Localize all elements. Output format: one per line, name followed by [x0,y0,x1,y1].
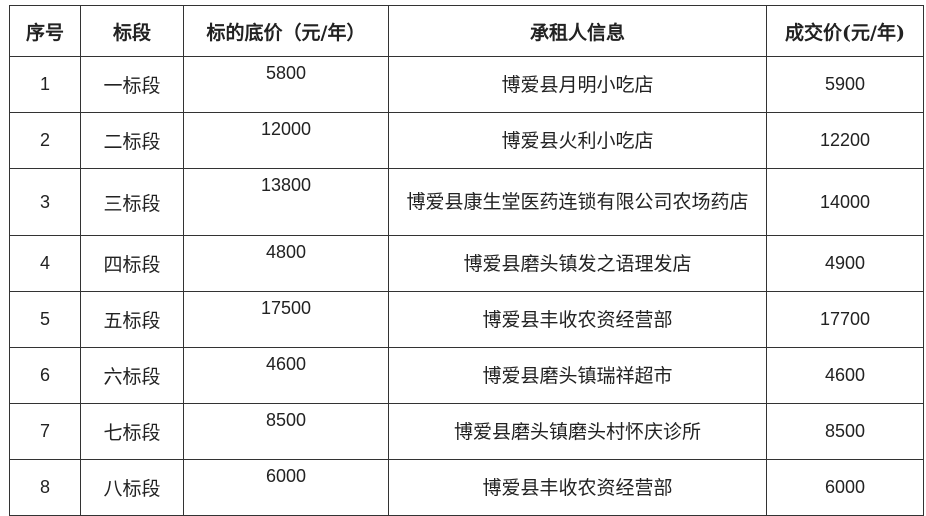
lessee-cell: 博爱县月明小吃店 [388,56,767,113]
base-price-cell: 12000 [183,112,389,169]
table-row: 4 四标段 4800 博爱县磨头镇发之语理发店 4900 [9,235,924,292]
lessee-cell: 博爱县丰收农资经营部 [388,459,767,516]
row-number: 2 [9,112,81,169]
base-price-cell: 4600 [183,347,389,404]
deal-price-cell: 4900 [766,235,924,292]
header-base-price: 标的底价（元/年） [183,5,389,57]
deal-price-cell: 17700 [766,291,924,348]
row-number: 3 [9,168,81,236]
section-cell: 四标段 [80,235,184,292]
row-number: 7 [9,403,81,460]
table-row: 2 二标段 12000 博爱县火利小吃店 12200 [9,112,924,169]
section-cell: 二标段 [80,112,184,169]
bid-results-table: 序号 标段 标的底价（元/年） 承租人信息 成交价(元/年) 1 一标段 5800 博… [9,5,924,516]
table-row: 7 七标段 8500 博爱县磨头镇磨头村怀庆诊所 8500 [9,403,924,460]
section-cell: 八标段 [80,459,184,516]
table-row: 6 六标段 4600 博爱县磨头镇瑞祥超市 4600 [9,347,924,404]
table-header-row: 序号 标段 标的底价（元/年） 承租人信息 成交价(元/年) [9,5,924,57]
deal-price-cell: 5900 [766,56,924,113]
table-row: 5 五标段 17500 博爱县丰收农资经营部 17700 [9,291,924,348]
lessee-cell: 博爱县磨头镇磨头村怀庆诊所 [388,403,767,460]
deal-price-cell: 14000 [766,168,924,236]
lessee-cell: 博爱县磨头镇瑞祥超市 [388,347,767,404]
base-price-cell: 13800 [183,168,389,236]
base-price-cell: 4800 [183,235,389,292]
deal-price-cell: 12200 [766,112,924,169]
section-cell: 七标段 [80,403,184,460]
lessee-cell: 博爱县磨头镇发之语理发店 [388,235,767,292]
deal-price-cell: 4600 [766,347,924,404]
base-price-cell: 17500 [183,291,389,348]
section-cell: 一标段 [80,56,184,113]
table-row: 3 三标段 13800 博爱县康生堂医药连锁有限公司农场药店 14000 [9,168,924,236]
lessee-cell: 博爱县火利小吃店 [388,112,767,169]
lessee-cell: 博爱县康生堂医药连锁有限公司农场药店 [388,168,767,236]
row-number: 1 [9,56,81,113]
section-cell: 六标段 [80,347,184,404]
header-section: 标段 [80,5,184,57]
row-number: 5 [9,291,81,348]
table-row: 1 一标段 5800 博爱县月明小吃店 5900 [9,56,924,113]
section-cell: 五标段 [80,291,184,348]
header-lessee: 承租人信息 [388,5,767,57]
row-number: 6 [9,347,81,404]
header-no: 序号 [9,5,81,57]
header-deal-price: 成交价(元/年) [766,5,924,57]
section-cell: 三标段 [80,168,184,236]
row-number: 8 [9,459,81,516]
row-number: 4 [9,235,81,292]
base-price-cell: 5800 [183,56,389,113]
deal-price-cell: 6000 [766,459,924,516]
table-row: 8 八标段 6000 博爱县丰收农资经营部 6000 [9,459,924,516]
base-price-cell: 6000 [183,459,389,516]
deal-price-cell: 8500 [766,403,924,460]
lessee-cell: 博爱县丰收农资经营部 [388,291,767,348]
base-price-cell: 8500 [183,403,389,460]
